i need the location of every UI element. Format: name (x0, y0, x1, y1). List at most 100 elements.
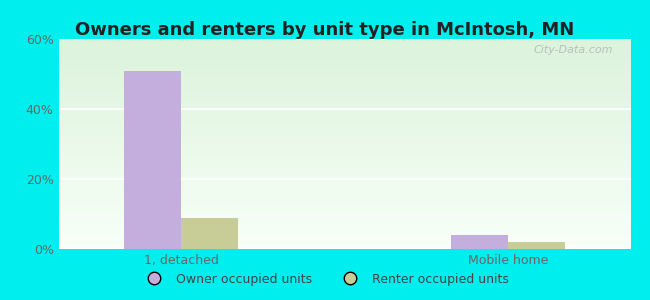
Bar (58, 172, 630, 173)
Bar (58, 192, 630, 193)
Bar (58, 121, 630, 122)
Bar (58, 224, 630, 225)
Bar (58, 134, 630, 135)
Bar (58, 139, 630, 140)
Bar (58, 165, 630, 166)
Bar (58, 145, 630, 146)
Bar (58, 183, 630, 184)
Bar (58, 238, 630, 239)
Bar (58, 208, 630, 209)
Bar (58, 231, 630, 232)
Bar (58, 44, 630, 45)
Bar (58, 41, 630, 42)
Bar (58, 42, 630, 43)
Bar (58, 98, 630, 99)
Bar (58, 153, 630, 154)
Bar (58, 48, 630, 49)
Bar (58, 219, 630, 220)
Bar (58, 69, 630, 70)
Bar (58, 114, 630, 115)
Bar (58, 105, 630, 106)
Bar (58, 95, 630, 96)
Bar (58, 182, 630, 183)
Bar (58, 248, 630, 249)
Bar (58, 203, 630, 204)
Bar (58, 88, 630, 89)
Bar (58, 68, 630, 69)
Bar (58, 100, 630, 101)
Bar (58, 49, 630, 50)
Bar (58, 46, 630, 47)
Bar (58, 40, 630, 41)
Bar (58, 59, 630, 60)
Bar (58, 45, 630, 46)
Bar (58, 85, 630, 86)
Bar (58, 164, 630, 165)
Bar (58, 129, 630, 130)
Bar (58, 55, 630, 56)
Bar (58, 198, 630, 199)
Bar (58, 196, 630, 197)
Bar (58, 195, 630, 196)
Bar (58, 63, 630, 64)
Bar (58, 191, 630, 192)
Bar (58, 215, 630, 216)
Bar (58, 141, 630, 142)
Bar (58, 64, 630, 65)
Bar (58, 106, 630, 107)
Bar (58, 186, 630, 187)
Bar (58, 144, 630, 145)
Bar (58, 216, 630, 217)
Bar (181, 218, 239, 249)
Bar (58, 159, 630, 160)
Bar (58, 169, 630, 170)
Bar (58, 84, 630, 85)
Bar (58, 193, 630, 194)
Bar (58, 112, 630, 113)
Bar (58, 227, 630, 228)
Bar (58, 181, 630, 182)
Bar (58, 167, 630, 168)
Bar (58, 222, 630, 223)
Bar (58, 214, 630, 215)
Bar (58, 118, 630, 119)
Bar (58, 124, 630, 125)
Bar (58, 101, 630, 102)
Bar (58, 241, 630, 242)
Bar (450, 235, 508, 249)
Bar (58, 39, 630, 40)
Bar (58, 199, 630, 200)
Bar (58, 149, 630, 150)
Bar (58, 119, 630, 120)
Bar (58, 108, 630, 109)
Bar (58, 60, 630, 61)
Bar (58, 142, 630, 143)
Bar (58, 226, 630, 227)
Legend: Owner occupied units, Renter occupied units: Owner occupied units, Renter occupied un… (136, 268, 514, 291)
Bar (58, 91, 630, 92)
Bar (58, 218, 630, 219)
Bar (58, 243, 630, 244)
Bar (58, 171, 630, 172)
Bar (58, 155, 630, 156)
Bar (58, 99, 630, 100)
Bar (58, 96, 630, 97)
Bar (58, 163, 630, 164)
Bar (58, 202, 630, 203)
Bar (58, 217, 630, 218)
Bar (58, 209, 630, 210)
Bar (58, 189, 630, 190)
Bar (58, 82, 630, 83)
Bar (58, 146, 630, 147)
Bar (58, 150, 630, 151)
Bar (58, 220, 630, 221)
Bar (58, 61, 630, 62)
Bar (58, 223, 630, 224)
Bar (58, 156, 630, 157)
Bar (58, 77, 630, 78)
Bar (58, 66, 630, 67)
Bar (58, 162, 630, 163)
Bar (58, 143, 630, 144)
Bar (58, 170, 630, 171)
Bar (58, 131, 630, 132)
